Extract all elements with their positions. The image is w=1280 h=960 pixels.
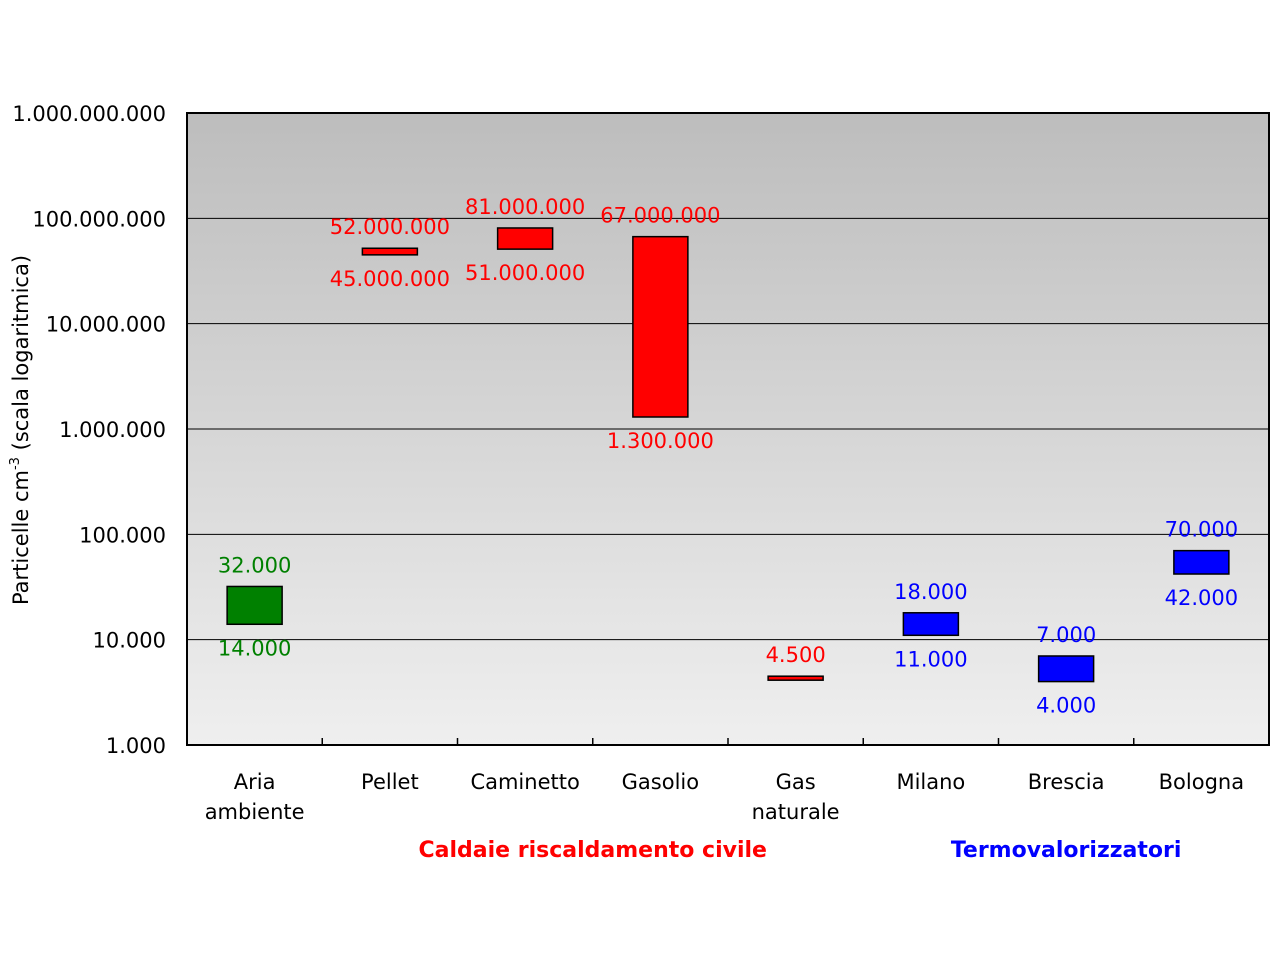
range-bar (496, 227, 554, 250)
range-bar (1173, 549, 1230, 575)
category-label: Caminetto (470, 770, 579, 794)
high-value-label: 52.000.000 (330, 215, 450, 239)
range-bar (361, 247, 419, 256)
category-label: Pellet (361, 770, 419, 794)
x-axis-ticks (321, 738, 1135, 745)
high-value-label: 7.000 (1036, 623, 1096, 647)
high-value-label: 32.000 (218, 553, 291, 577)
y-axis-title-suffix: (scala logaritmica) (9, 255, 33, 457)
category-label: Gas (776, 770, 816, 794)
low-value-label: 45.000.000 (330, 267, 450, 291)
gridlines (187, 217, 1269, 641)
category-label: ambiente (205, 800, 305, 824)
low-value-label: 1.300.000 (607, 429, 714, 453)
category-label: Brescia (1028, 770, 1105, 794)
high-value-label: 67.000.000 (600, 204, 720, 228)
y-axis-title-main: Particelle cm (9, 470, 33, 605)
low-value-label: 42.000 (1165, 586, 1238, 610)
range-bar (902, 612, 960, 637)
x-axis-category-labels: Aria ambiente Pellet Caminetto Gasolio Gas nat… (205, 770, 1244, 824)
high-value-label: 18.000 (894, 580, 967, 604)
category-label: Aria (234, 770, 276, 794)
group-label: Termovalorizzatori (951, 838, 1182, 863)
y-tick-label: 10.000.000 (46, 313, 166, 337)
value-labels: 32.000 14.000 52.000.000 45.000.000 81.000.0… (218, 195, 1238, 718)
y-axis-title-superscript: -3 (8, 457, 23, 470)
range-bar (767, 675, 824, 681)
y-tick-label: 1.000.000.000 (12, 102, 166, 126)
range-bar (226, 585, 283, 626)
low-value-label: 4.000 (1036, 694, 1096, 718)
high-value-label: 70.000 (1165, 518, 1238, 542)
group-label: Caldaie riscaldamento civile (419, 838, 767, 863)
range-bars (226, 227, 1230, 683)
low-value-label: 11.000 (894, 647, 967, 671)
low-value-label: 14.000 (218, 636, 291, 660)
range-bar (1037, 655, 1095, 683)
range-bar (632, 235, 689, 418)
category-label: Milano (896, 770, 965, 794)
y-tick-label: 100.000.000 (32, 207, 166, 231)
category-label: Bologna (1159, 770, 1244, 794)
y-axis-title: Particelle cm-3 (scala logaritmica) (8, 255, 33, 605)
category-label: naturale (752, 800, 840, 824)
y-axis-tick-labels: 1.000.000.000 100.000.000 10.000.000 1.000.… (12, 102, 166, 758)
high-value-label: 4.500 (766, 643, 826, 667)
y-tick-label: 1.000.000 (59, 418, 166, 442)
group-labels: Caldaie riscaldamento civile Termovaloriz… (419, 838, 1182, 863)
category-label: Gasolio (622, 770, 699, 794)
y-tick-label: 10.000 (93, 629, 166, 653)
y-tick-label: 100.000 (79, 523, 166, 547)
y-tick-label: 1.000 (106, 734, 166, 758)
high-value-label: 81.000.000 (465, 195, 585, 219)
low-value-label: 51.000.000 (465, 261, 585, 285)
